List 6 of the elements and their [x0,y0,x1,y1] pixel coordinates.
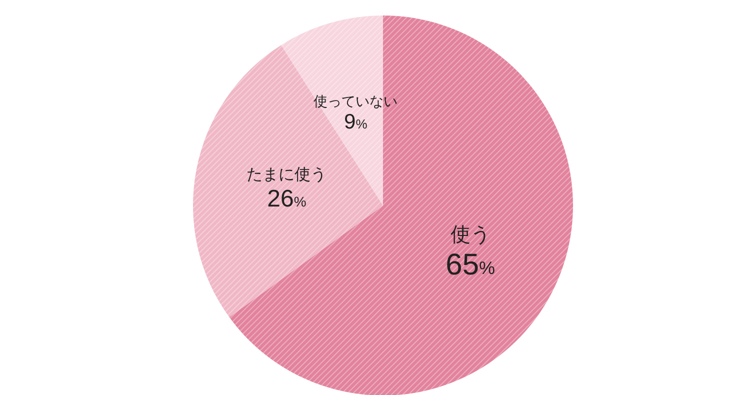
data-label: 9% [344,110,368,134]
slice-label: たまに使う [246,166,327,184]
slice-label: 使う [450,224,490,246]
slice-label: 使っていない [314,92,398,109]
data-label: 65% [446,248,496,282]
data-label: 26% [267,186,306,213]
